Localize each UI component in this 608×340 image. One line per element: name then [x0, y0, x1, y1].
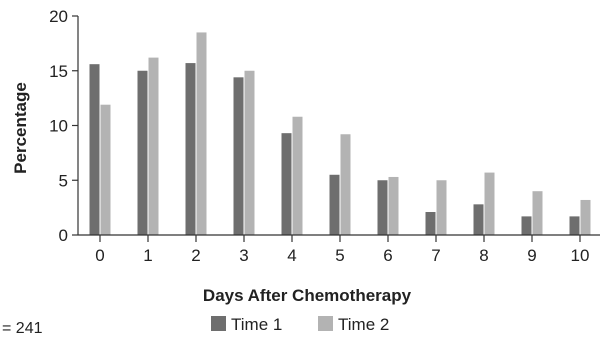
bar-time-1-day-9: [521, 216, 532, 235]
legend-label: Time 1: [231, 315, 282, 334]
legend: Time 1 Time 2: [211, 315, 389, 334]
legend-swatch: [318, 316, 333, 331]
y-tick-label: 15: [49, 62, 68, 81]
bar-time-2-day-8: [484, 172, 495, 235]
x-tick-label: 6: [383, 246, 392, 265]
bar-time-2-day-9: [532, 191, 543, 235]
x-tick-label: 8: [479, 246, 488, 265]
bar-time-1-day-0: [89, 64, 100, 236]
sample-size-note: = 241: [2, 320, 43, 335]
bar-time-1-day-1: [137, 70, 148, 235]
y-tick-label: 10: [49, 117, 68, 136]
bar-time-1-day-6: [377, 180, 388, 235]
x-tick-label: 5: [335, 246, 344, 265]
x-tick-label: 1: [143, 246, 152, 265]
x-tick-label: 10: [571, 246, 590, 265]
x-tick-label: 7: [431, 246, 440, 265]
y-tick-label: 0: [59, 226, 68, 245]
legend-item-time-1: Time 1: [211, 315, 282, 334]
x-tick-label: 2: [191, 246, 200, 265]
bar-time-1-day-2: [185, 63, 196, 236]
x-tick-label: 3: [239, 246, 248, 265]
y-axis-title: Percentage: [11, 82, 30, 174]
bar-time-1-day-3: [233, 77, 244, 235]
bar-time-1-day-10: [569, 216, 580, 235]
bar-time-1-day-5: [329, 174, 340, 235]
bar-time-2-day-0: [100, 104, 111, 235]
bar-time-2-day-4: [292, 116, 303, 235]
bars-group: [89, 32, 591, 236]
bar-time-2-day-6: [388, 176, 399, 235]
bar-time-2-day-3: [244, 70, 255, 235]
bar-time-2-day-5: [340, 134, 351, 235]
legend-swatch: [211, 316, 226, 331]
ticks-group: 0 5 10 15 20 0 1 2 3 4 5 6 7 8 9 10: [49, 7, 589, 265]
y-tick-label: 5: [59, 171, 68, 190]
x-axis-title: Days After Chemotherapy: [203, 286, 412, 305]
bar-time-1-day-8: [473, 204, 484, 235]
bar-time-1-day-4: [281, 133, 292, 235]
bar-time-2-day-2: [196, 32, 207, 235]
x-tick-label: 4: [287, 246, 296, 265]
bar-time-1-day-7: [425, 212, 436, 235]
x-tick-label: 0: [95, 246, 104, 265]
bar-time-2-day-7: [436, 180, 447, 235]
bar-time-2-day-10: [580, 199, 591, 235]
legend-item-time-2: Time 2: [318, 315, 389, 334]
x-tick-label: 9: [527, 246, 536, 265]
y-tick-label: 20: [49, 7, 68, 26]
legend-label: Time 2: [338, 315, 389, 334]
bar-time-2-day-1: [148, 57, 159, 235]
